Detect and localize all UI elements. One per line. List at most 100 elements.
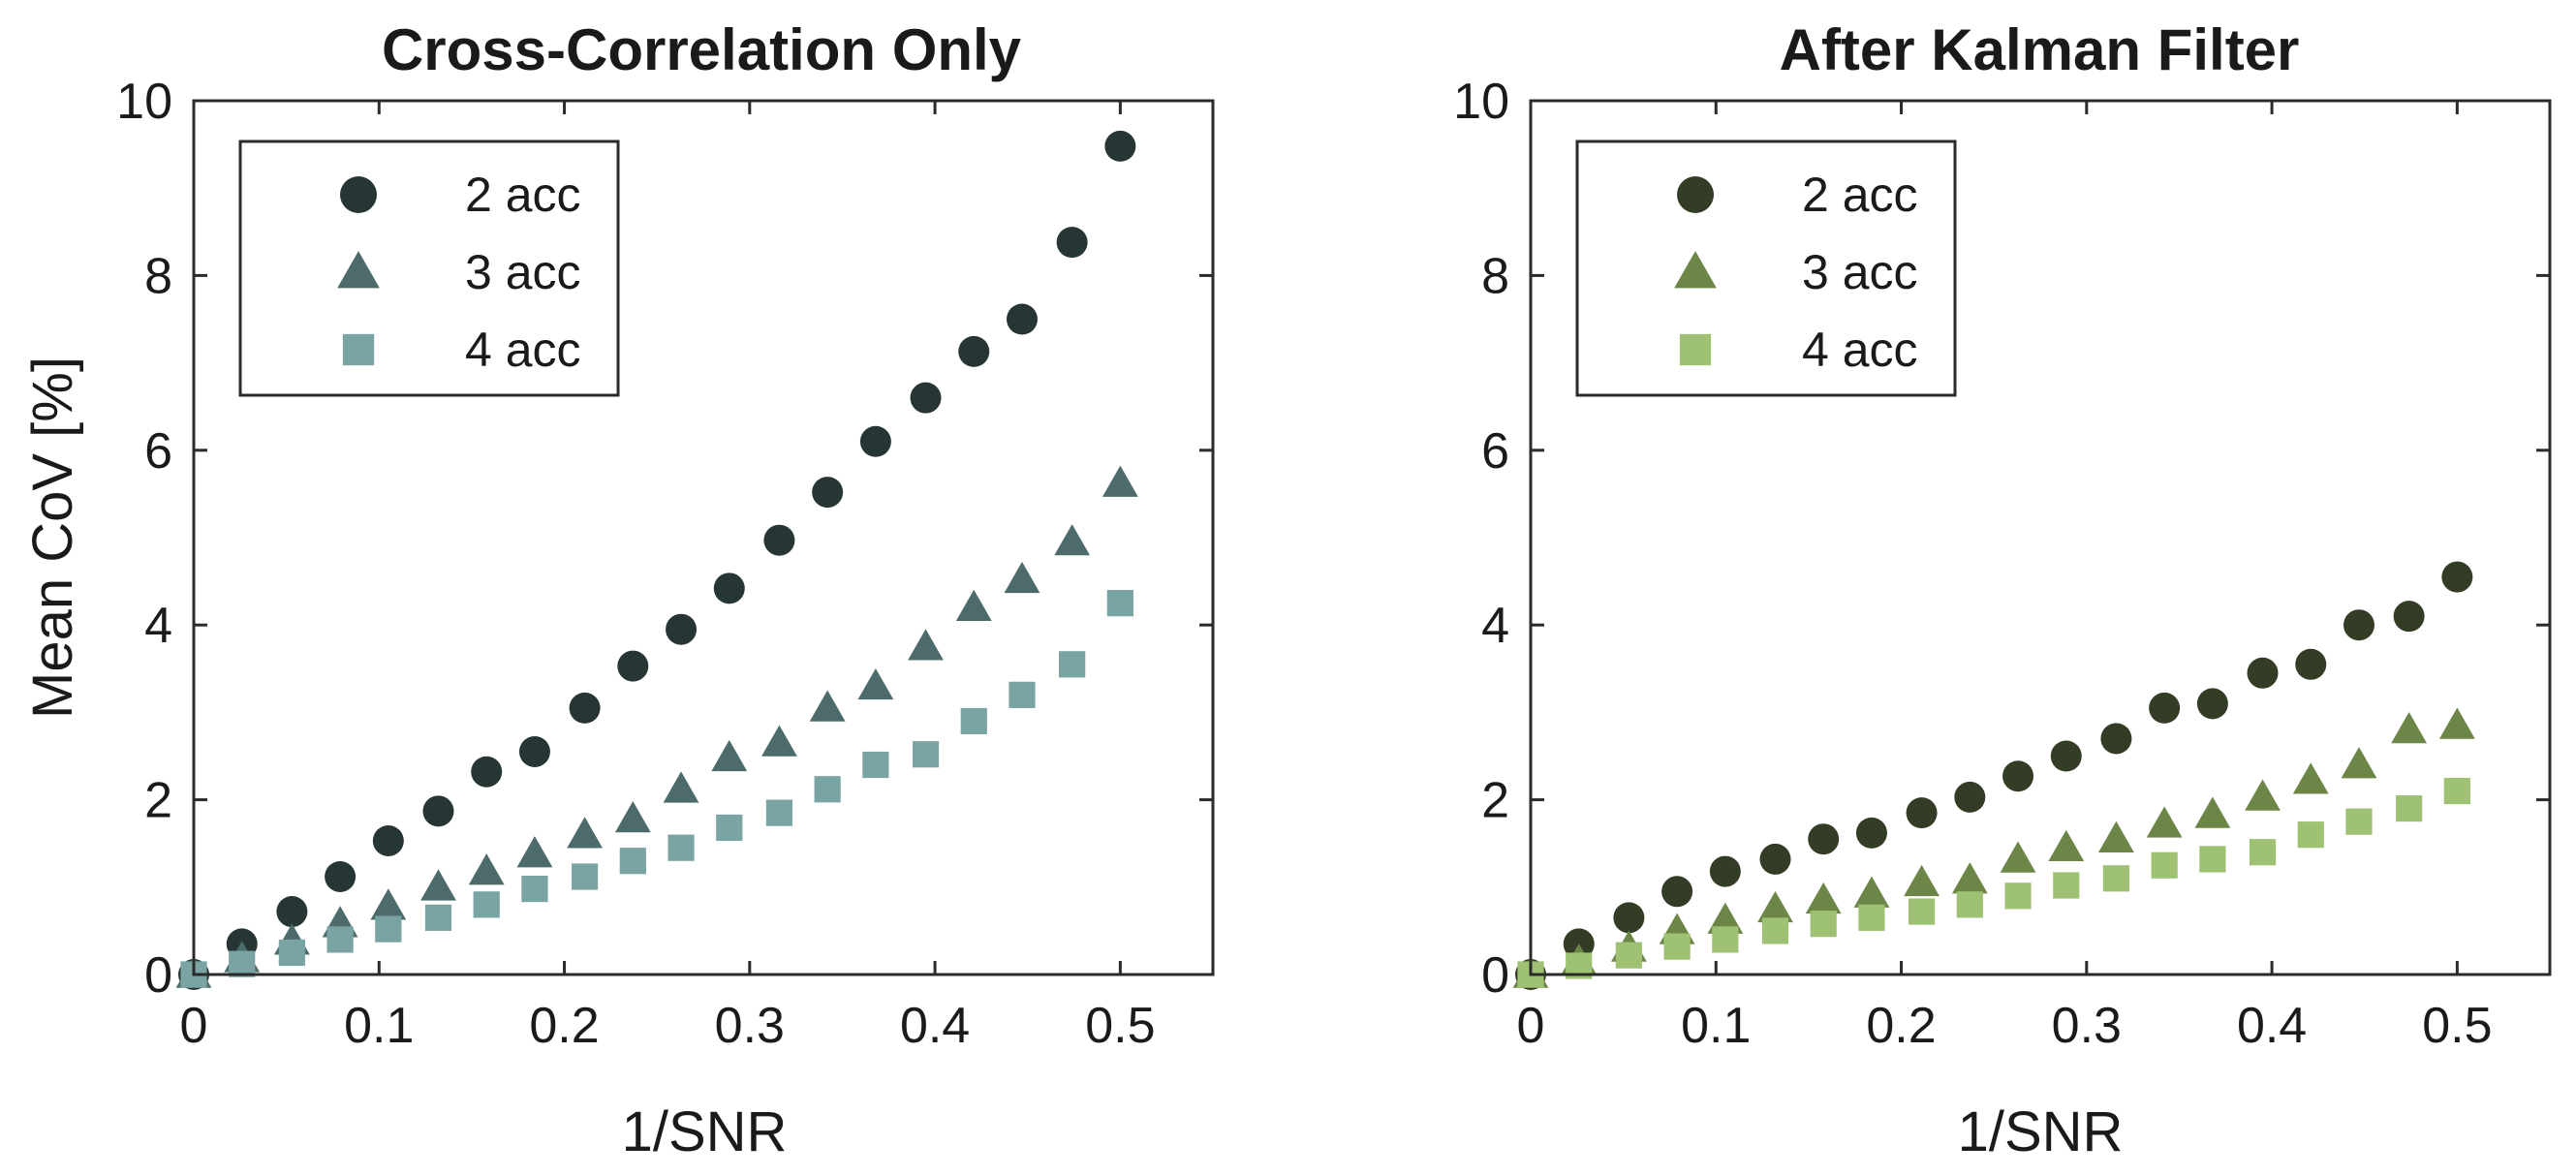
data-point xyxy=(716,814,743,842)
data-point xyxy=(1808,823,1840,855)
plot-frame xyxy=(1529,99,2552,976)
data-point xyxy=(1004,561,1040,594)
y-tick-label: 2 xyxy=(144,773,172,829)
x-axis-label: 1/SNR xyxy=(1958,1100,2124,1163)
data-point xyxy=(763,524,795,556)
data-point xyxy=(910,382,942,414)
y-tick-label: 0 xyxy=(1481,947,1509,1004)
data-point xyxy=(325,860,357,892)
legend-item: 3 acc xyxy=(1674,245,1918,299)
data-point xyxy=(1615,942,1642,969)
chart-title: After Kalman Filter xyxy=(1780,17,2300,82)
data-point xyxy=(955,589,992,621)
data-point xyxy=(276,896,308,928)
data-point xyxy=(711,739,748,772)
data-point xyxy=(812,477,844,509)
series-4-acc xyxy=(180,590,1133,988)
data-point xyxy=(2098,820,2134,852)
data-point xyxy=(765,799,793,826)
legend-box xyxy=(238,139,620,397)
legend-marker-triangle xyxy=(1674,251,1717,289)
x-tick-label: 0.1 xyxy=(1681,998,1751,1054)
data-point xyxy=(1761,917,1789,944)
legend-marker-circle xyxy=(1677,176,1714,213)
data-point xyxy=(761,725,797,757)
series-4-acc xyxy=(1517,777,2470,988)
legend: 2 acc 3 acc 4 acc xyxy=(238,139,620,397)
y-tick-label: 6 xyxy=(1481,423,1509,480)
x-tick-label: 0 xyxy=(180,998,208,1054)
x-tick-label: 0.4 xyxy=(900,998,970,1054)
data-point xyxy=(809,690,846,722)
legend-label: 4 acc xyxy=(1802,323,1918,377)
x-axis-label: 1/SNR xyxy=(622,1100,788,1163)
data-point xyxy=(1009,681,1036,708)
data-point xyxy=(2100,723,2132,755)
data-point xyxy=(617,650,649,682)
legend-label: 4 acc xyxy=(465,323,581,377)
data-point xyxy=(420,869,456,901)
legend-item: 3 acc xyxy=(337,245,581,299)
series-3-acc xyxy=(175,465,1138,988)
data-point xyxy=(1805,882,1842,914)
x-tick-label: 0.3 xyxy=(715,998,785,1054)
data-point xyxy=(912,741,940,768)
data-point xyxy=(1056,227,1088,259)
data-point xyxy=(2391,712,2428,744)
y-tick-label: 6 xyxy=(144,423,172,480)
data-point xyxy=(569,692,601,724)
data-point xyxy=(473,891,500,918)
data-point xyxy=(1906,797,1938,829)
data-point xyxy=(2149,692,2181,724)
data-point xyxy=(2004,882,2032,910)
chart-cross-correlation: Cross-Correlation Only Mean CoV [%] 1/SN… xyxy=(21,17,1215,1163)
data-point xyxy=(1712,926,1739,953)
data-point xyxy=(2249,839,2277,866)
chart-title: Cross-Correlation Only xyxy=(382,17,1022,82)
data-point xyxy=(2196,688,2228,720)
data-point xyxy=(1661,876,1693,908)
y-tick-label: 8 xyxy=(1481,248,1509,304)
y-tick-label: 0 xyxy=(144,947,172,1004)
data-point xyxy=(278,939,305,967)
data-point xyxy=(2295,648,2327,680)
data-point xyxy=(666,613,698,645)
data-point xyxy=(958,335,990,367)
data-point xyxy=(375,915,402,943)
data-point xyxy=(2050,740,2082,772)
data-point xyxy=(1104,130,1136,162)
data-point xyxy=(1709,855,1741,887)
legend-item: 4 acc xyxy=(342,323,581,377)
data-point xyxy=(1006,303,1038,335)
data-point xyxy=(516,836,553,868)
data-point xyxy=(2441,561,2473,593)
y-ticks: 0 2 4 6 8 10 xyxy=(116,74,1213,1004)
data-point xyxy=(2151,851,2178,879)
data-point xyxy=(2438,707,2475,739)
y-tick-label: 4 xyxy=(1481,598,1509,654)
data-point xyxy=(571,863,599,890)
data-point xyxy=(2341,747,2377,779)
data-point xyxy=(2102,865,2130,892)
data-point xyxy=(960,707,987,735)
data-point xyxy=(422,795,454,827)
data-point xyxy=(567,817,603,849)
plot-frame xyxy=(192,99,1215,976)
data-point xyxy=(229,950,256,977)
data-point xyxy=(1102,465,1138,497)
data-point xyxy=(1059,651,1086,678)
series-3-acc xyxy=(1512,707,2475,988)
data-point xyxy=(862,751,889,779)
data-point xyxy=(2345,808,2373,835)
y-tick-label: 2 xyxy=(1481,773,1509,829)
x-tick-label: 0.2 xyxy=(529,998,599,1054)
data-point xyxy=(859,425,891,457)
x-tick-label: 0.2 xyxy=(1866,998,1936,1054)
data-point xyxy=(713,573,745,604)
data-point xyxy=(518,735,550,767)
x-tick-label: 0.5 xyxy=(1085,998,1155,1054)
legend-box xyxy=(1575,139,1957,397)
data-point xyxy=(667,834,695,861)
data-point xyxy=(372,824,404,856)
